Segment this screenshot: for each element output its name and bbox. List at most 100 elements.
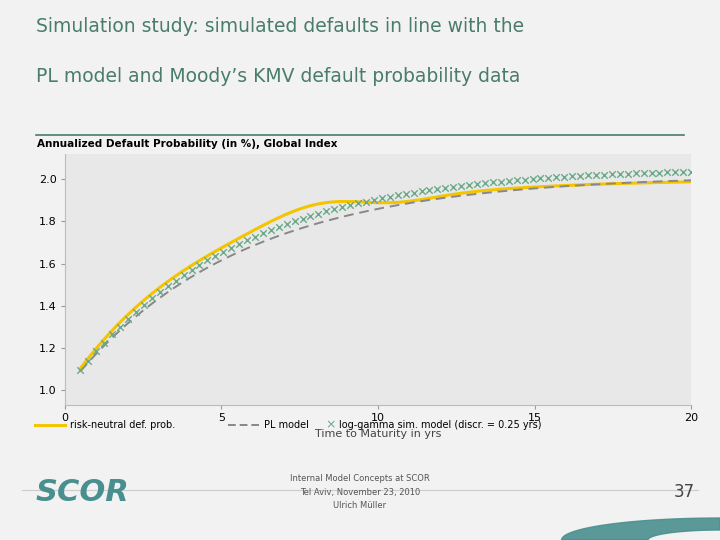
- log-gamma sim. model (discr. = 0.25 yrs): [527, 174, 539, 183]
- PL model: [520, 186, 528, 192]
- log-gamma sim. model (discr. = 0.25 yrs): [265, 226, 276, 234]
- log-gamma sim. model (discr. = 0.25 yrs): [495, 177, 507, 186]
- Text: 37: 37: [673, 483, 695, 501]
- log-gamma sim. model (discr. = 0.25 yrs): [305, 212, 316, 220]
- log-gamma sim. model (discr. = 0.25 yrs): [543, 173, 554, 182]
- Polygon shape: [562, 518, 720, 540]
- log-gamma sim. model (discr. = 0.25 yrs): [448, 183, 459, 191]
- log-gamma sim. model (discr. = 0.25 yrs): [575, 172, 586, 180]
- X-axis label: Time to Maturity in yrs: Time to Maturity in yrs: [315, 429, 441, 439]
- risk-neutral def. prob.: [520, 184, 528, 191]
- Text: Simulation study: simulated defaults in line with the: Simulation study: simulated defaults in …: [36, 17, 524, 36]
- log-gamma sim. model (discr. = 0.25 yrs): [138, 301, 150, 309]
- log-gamma sim. model (discr. = 0.25 yrs): [400, 190, 411, 198]
- log-gamma sim. model (discr. = 0.25 yrs): [225, 244, 237, 252]
- log-gamma sim. model (discr. = 0.25 yrs): [241, 236, 253, 245]
- log-gamma sim. model (discr. = 0.25 yrs): [431, 185, 443, 193]
- log-gamma sim. model (discr. = 0.25 yrs): [336, 203, 348, 212]
- log-gamma sim. model (discr. = 0.25 yrs): [210, 252, 221, 260]
- log-gamma sim. model (discr. = 0.25 yrs): [328, 205, 340, 214]
- log-gamma sim. model (discr. = 0.25 yrs): [614, 170, 626, 178]
- log-gamma sim. model (discr. = 0.25 yrs): [289, 217, 300, 226]
- risk-neutral def. prob.: [150, 289, 158, 295]
- log-gamma sim. model (discr. = 0.25 yrs): [257, 229, 269, 238]
- log-gamma sim. model (discr. = 0.25 yrs): [662, 168, 673, 177]
- Text: log-gamma sim. model (discr. = 0.25 yrs): log-gamma sim. model (discr. = 0.25 yrs): [339, 420, 541, 430]
- log-gamma sim. model (discr. = 0.25 yrs): [233, 239, 245, 248]
- log-gamma sim. model (discr. = 0.25 yrs): [376, 194, 387, 202]
- log-gamma sim. model (discr. = 0.25 yrs): [456, 181, 467, 190]
- Text: Annualized Default Probability (in %), Global Index: Annualized Default Probability (in %), G…: [37, 139, 337, 148]
- PL model: [275, 232, 284, 239]
- Text: Internal Model Concepts at SCOR
Tel Aviv, November 23, 2010
Ulrich Müller: Internal Model Concepts at SCOR Tel Aviv…: [290, 474, 430, 510]
- log-gamma sim. model (discr. = 0.25 yrs): [122, 315, 134, 323]
- log-gamma sim. model (discr. = 0.25 yrs): [559, 172, 570, 181]
- log-gamma sim. model (discr. = 0.25 yrs): [107, 330, 118, 339]
- log-gamma sim. model (discr. = 0.25 yrs): [75, 366, 86, 374]
- log-gamma sim. model (discr. = 0.25 yrs): [423, 186, 435, 194]
- log-gamma sim. model (discr. = 0.25 yrs): [439, 184, 451, 192]
- PL model: [150, 299, 158, 306]
- log-gamma sim. model (discr. = 0.25 yrs): [670, 168, 681, 177]
- Text: ×: ×: [325, 418, 336, 432]
- log-gamma sim. model (discr. = 0.25 yrs): [273, 222, 284, 231]
- log-gamma sim. model (discr. = 0.25 yrs): [384, 192, 395, 201]
- risk-neutral def. prob.: [517, 185, 526, 191]
- log-gamma sim. model (discr. = 0.25 yrs): [170, 276, 181, 285]
- log-gamma sim. model (discr. = 0.25 yrs): [99, 339, 110, 347]
- log-gamma sim. model (discr. = 0.25 yrs): [535, 174, 546, 183]
- log-gamma sim. model (discr. = 0.25 yrs): [472, 180, 483, 188]
- log-gamma sim. model (discr. = 0.25 yrs): [487, 178, 499, 187]
- log-gamma sim. model (discr. = 0.25 yrs): [194, 261, 205, 269]
- log-gamma sim. model (discr. = 0.25 yrs): [217, 247, 229, 256]
- risk-neutral def. prob.: [275, 214, 284, 220]
- risk-neutral def. prob.: [76, 365, 85, 372]
- Line: risk-neutral def. prob.: risk-neutral def. prob.: [81, 182, 691, 368]
- log-gamma sim. model (discr. = 0.25 yrs): [519, 176, 531, 184]
- log-gamma sim. model (discr. = 0.25 yrs): [551, 173, 562, 181]
- log-gamma sim. model (discr. = 0.25 yrs): [186, 266, 197, 274]
- log-gamma sim. model (discr. = 0.25 yrs): [360, 197, 372, 206]
- log-gamma sim. model (discr. = 0.25 yrs): [654, 168, 665, 177]
- log-gamma sim. model (discr. = 0.25 yrs): [281, 220, 292, 228]
- log-gamma sim. model (discr. = 0.25 yrs): [114, 322, 126, 331]
- log-gamma sim. model (discr. = 0.25 yrs): [590, 171, 602, 179]
- log-gamma sim. model (discr. = 0.25 yrs): [154, 288, 166, 296]
- log-gamma sim. model (discr. = 0.25 yrs): [344, 201, 356, 210]
- PL model: [460, 192, 469, 199]
- log-gamma sim. model (discr. = 0.25 yrs): [162, 282, 174, 291]
- log-gamma sim. model (discr. = 0.25 yrs): [178, 271, 189, 280]
- log-gamma sim. model (discr. = 0.25 yrs): [249, 232, 261, 241]
- log-gamma sim. model (discr. = 0.25 yrs): [638, 168, 649, 177]
- log-gamma sim. model (discr. = 0.25 yrs): [83, 356, 94, 365]
- Text: risk-neutral def. prob.: risk-neutral def. prob.: [70, 420, 175, 430]
- log-gamma sim. model (discr. = 0.25 yrs): [297, 214, 308, 223]
- log-gamma sim. model (discr. = 0.25 yrs): [480, 179, 491, 187]
- log-gamma sim. model (discr. = 0.25 yrs): [130, 307, 142, 316]
- PL model: [318, 219, 327, 225]
- Text: SCOR: SCOR: [36, 477, 130, 507]
- log-gamma sim. model (discr. = 0.25 yrs): [91, 347, 102, 356]
- risk-neutral def. prob.: [687, 179, 696, 185]
- Text: PL model: PL model: [264, 420, 309, 430]
- log-gamma sim. model (discr. = 0.25 yrs): [415, 187, 427, 195]
- log-gamma sim. model (discr. = 0.25 yrs): [408, 188, 419, 197]
- risk-neutral def. prob.: [460, 190, 469, 196]
- log-gamma sim. model (discr. = 0.25 yrs): [202, 256, 213, 265]
- log-gamma sim. model (discr. = 0.25 yrs): [464, 180, 475, 189]
- log-gamma sim. model (discr. = 0.25 yrs): [678, 167, 689, 176]
- Text: PL model and Moody’s KMV default probability data: PL model and Moody’s KMV default probabi…: [36, 68, 521, 86]
- log-gamma sim. model (discr. = 0.25 yrs): [622, 170, 634, 178]
- log-gamma sim. model (discr. = 0.25 yrs): [567, 172, 578, 181]
- Line: PL model: PL model: [81, 180, 691, 371]
- PL model: [687, 177, 696, 184]
- log-gamma sim. model (discr. = 0.25 yrs): [352, 199, 364, 208]
- log-gamma sim. model (discr. = 0.25 yrs): [685, 167, 697, 176]
- log-gamma sim. model (discr. = 0.25 yrs): [320, 207, 332, 216]
- log-gamma sim. model (discr. = 0.25 yrs): [392, 191, 403, 200]
- log-gamma sim. model (discr. = 0.25 yrs): [146, 294, 158, 303]
- log-gamma sim. model (discr. = 0.25 yrs): [511, 176, 523, 185]
- risk-neutral def. prob.: [318, 200, 327, 206]
- log-gamma sim. model (discr. = 0.25 yrs): [630, 169, 642, 178]
- log-gamma sim. model (discr. = 0.25 yrs): [503, 177, 515, 185]
